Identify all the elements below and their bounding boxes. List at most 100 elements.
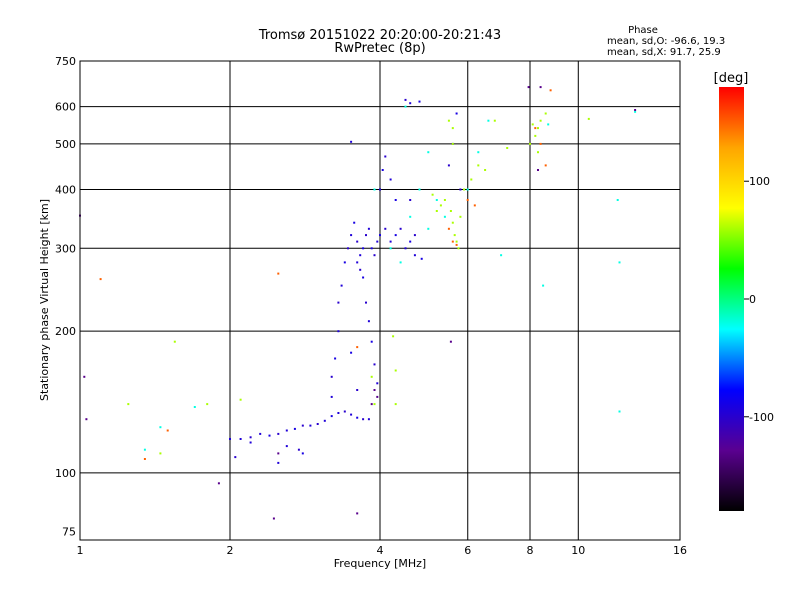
scatter-point <box>384 227 387 230</box>
scatter-point <box>350 140 353 143</box>
scatter-point <box>356 416 359 419</box>
scatter-point <box>420 257 423 260</box>
x-axis-label: Frequency [MHz] <box>334 557 426 570</box>
scatter-point <box>365 234 367 237</box>
scatter-point <box>537 151 539 154</box>
colorbar-tick-label: 100 <box>749 175 770 188</box>
scatter-point <box>370 403 373 406</box>
scatter-point <box>544 112 547 115</box>
scatter-point <box>443 199 446 201</box>
scatter-point <box>455 112 458 115</box>
scatter-point <box>285 429 288 432</box>
x-tick-label: 8 <box>527 544 534 557</box>
scatter-point <box>217 482 220 485</box>
scatter-point <box>634 110 637 113</box>
scatter-point <box>487 119 490 122</box>
scatter-point <box>399 227 402 230</box>
x-tick-label: 6 <box>464 544 471 557</box>
chart-title: Tromsø 20151022 20:20:00-20:21:43 <box>258 28 501 43</box>
scatter-point <box>234 456 237 459</box>
scatter-point <box>477 151 480 154</box>
scatter-point <box>85 418 88 421</box>
scatter-point <box>277 272 280 275</box>
scatter-point <box>143 448 146 451</box>
scatter-point <box>537 169 539 171</box>
scatter-point <box>370 375 373 378</box>
scatter-point <box>334 357 337 360</box>
scatter-point <box>367 320 370 323</box>
scatter-point <box>634 109 637 111</box>
scatter-point <box>337 301 340 304</box>
scatter-point <box>453 234 456 237</box>
stats-line-x: mean, sd,X: 91.7, 25.9 <box>607 47 721 58</box>
y-tick-label: 300 <box>55 242 76 255</box>
scatter-point <box>392 335 395 338</box>
scatter-point <box>359 268 362 271</box>
scatter-point <box>285 445 288 448</box>
scatter-point <box>83 375 86 378</box>
scatter-point <box>272 517 275 520</box>
scatter-point <box>206 403 209 406</box>
scatter-point <box>549 89 552 92</box>
colorbar-tick-label: 0 <box>749 293 756 306</box>
scatter-point <box>399 261 402 264</box>
scatter-point <box>394 369 397 372</box>
scatter-point <box>359 254 362 257</box>
grid-lines <box>80 61 680 540</box>
scatter-point <box>347 247 349 250</box>
y-axis-label: Stationary phase Virtual Height [km] <box>38 199 51 401</box>
scatter-point <box>379 188 381 191</box>
scatter-point <box>542 284 545 287</box>
scatter-point <box>356 389 359 391</box>
scatter-point <box>409 199 412 201</box>
scatter-point <box>484 169 487 171</box>
x-tick-label: 10 <box>571 544 585 557</box>
scatter-point <box>370 340 373 343</box>
scatter-point <box>418 188 421 191</box>
scatter-point <box>447 227 450 230</box>
scatter-point <box>373 389 376 391</box>
scatter-point <box>409 240 412 243</box>
scatter-point <box>379 234 381 237</box>
scatter-point <box>362 418 365 421</box>
scatter-point <box>389 247 392 250</box>
scatter-point <box>301 452 304 455</box>
scatter-point <box>356 512 359 515</box>
scatter-point <box>451 127 454 130</box>
scatter-point <box>249 436 252 439</box>
scatter-point <box>249 441 252 444</box>
scatter-point <box>404 105 407 108</box>
scatter-point <box>373 188 376 191</box>
scatter-point <box>350 351 353 354</box>
scatter-point <box>404 247 407 250</box>
y-tick-label: 100 <box>55 467 76 480</box>
scatter-point <box>356 240 359 243</box>
scatter-point <box>309 424 312 427</box>
scatter-point <box>343 261 346 264</box>
scatter-point <box>337 412 340 414</box>
scatter-point <box>330 395 333 398</box>
scatter-point <box>99 278 102 281</box>
scatter-point <box>431 193 434 196</box>
scatter-point <box>239 438 242 440</box>
scatter-point <box>493 119 496 122</box>
x-axis-ticks: 1 2 4 6 8 10 16 <box>77 544 688 557</box>
scatter-point <box>539 86 542 89</box>
scatter-point <box>323 419 326 422</box>
scatter-point <box>362 247 365 250</box>
colorbar-tick-label: -100 <box>749 411 774 424</box>
scatter-point <box>466 188 469 191</box>
scatter-point <box>544 164 547 167</box>
scatter-point <box>451 142 454 145</box>
scatter-point <box>459 215 462 218</box>
scatter-point <box>449 340 452 343</box>
scatter-point <box>301 424 304 427</box>
scatter-point <box>539 142 542 145</box>
scatter-point <box>229 438 231 440</box>
x-tick-label: 16 <box>673 544 687 557</box>
scatter-point <box>193 406 196 408</box>
scatter-point <box>527 86 530 89</box>
scatter-point <box>547 123 550 126</box>
scatter-point <box>367 227 370 230</box>
